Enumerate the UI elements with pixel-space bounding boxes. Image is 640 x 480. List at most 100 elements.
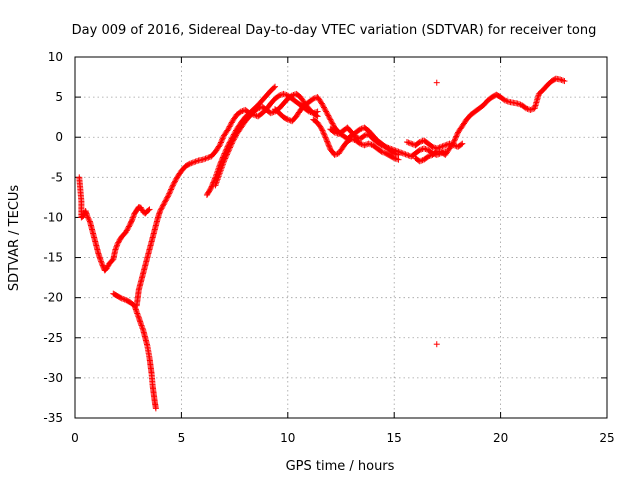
data-point — [440, 142, 447, 149]
y-tick-label: 0 — [55, 130, 63, 144]
data-point — [324, 138, 331, 145]
data-point — [443, 141, 450, 148]
data-point — [314, 113, 321, 120]
data-point — [114, 242, 121, 249]
y-tick-label: 5 — [55, 90, 63, 104]
data-point — [120, 296, 127, 303]
x-tick-label: 25 — [599, 431, 614, 445]
data-point — [201, 156, 208, 163]
data-point — [401, 150, 408, 157]
data-point — [157, 208, 164, 215]
data-point — [208, 183, 215, 190]
data-point — [523, 105, 530, 112]
data-point — [399, 150, 406, 157]
data-point — [394, 156, 401, 163]
data-point — [348, 135, 355, 142]
data-point — [85, 215, 92, 222]
data-point — [135, 313, 142, 320]
data-point — [320, 103, 327, 110]
data-point — [326, 143, 333, 150]
data-point — [168, 185, 175, 192]
data-point — [133, 309, 140, 316]
data-point — [98, 258, 105, 265]
data-point — [97, 256, 104, 263]
x-tick-labels: 0 5 10 15 20 25 — [71, 431, 614, 445]
data-point — [504, 98, 511, 105]
data-point — [557, 76, 564, 83]
data-point — [126, 222, 133, 229]
data-point — [130, 213, 137, 220]
data-point — [145, 207, 152, 214]
data-point — [357, 126, 364, 133]
data-point — [561, 78, 568, 85]
data-point — [222, 154, 229, 161]
data-point — [166, 189, 173, 196]
data-point — [501, 97, 508, 104]
data-point — [171, 179, 178, 186]
data-point — [225, 126, 232, 133]
data-point — [230, 137, 237, 144]
data-point — [362, 141, 369, 148]
data-point — [503, 97, 510, 104]
data-point — [217, 140, 224, 147]
data-point — [331, 151, 338, 158]
data-point — [322, 134, 329, 141]
data-point — [433, 79, 440, 86]
data-point — [433, 341, 440, 348]
data-point — [164, 194, 171, 201]
data-point — [166, 190, 173, 197]
data-point — [225, 124, 232, 131]
data-point — [402, 151, 409, 158]
data-point — [321, 133, 328, 140]
data-point — [310, 95, 317, 102]
data-point — [170, 181, 177, 188]
data-point — [199, 156, 206, 163]
data-point — [192, 158, 199, 165]
data-point — [280, 90, 287, 97]
data-point — [225, 147, 232, 154]
data-point — [123, 228, 130, 235]
data-point — [128, 217, 135, 224]
data-point — [325, 112, 332, 119]
data-point — [228, 141, 235, 148]
data-point — [191, 159, 198, 166]
data-point — [162, 197, 169, 204]
data-point — [352, 134, 359, 141]
data-point — [220, 133, 227, 140]
data-point — [152, 405, 159, 412]
data-point — [228, 140, 235, 147]
data-point — [379, 149, 386, 156]
data-point — [430, 144, 437, 151]
data-point — [391, 147, 398, 154]
x-tick-label: 0 — [71, 431, 79, 445]
data-point — [452, 134, 459, 141]
data-point — [157, 206, 164, 213]
data-point — [450, 139, 457, 146]
data-point — [224, 151, 230, 158]
data-point — [112, 246, 119, 253]
data-point — [558, 76, 565, 83]
data-point — [320, 130, 327, 137]
data-point — [218, 138, 225, 145]
data-point — [161, 200, 168, 207]
data-point — [139, 325, 146, 332]
data-point — [325, 141, 332, 148]
data-point — [215, 143, 222, 150]
data-point — [439, 143, 446, 150]
y-tick-label: -15 — [43, 251, 63, 265]
data-point — [188, 160, 195, 167]
data-point — [391, 155, 398, 162]
data-point — [528, 106, 535, 113]
data-point — [454, 130, 461, 137]
data-point — [112, 245, 119, 252]
data-point — [134, 310, 141, 317]
data-point — [162, 198, 169, 205]
data-point — [277, 91, 284, 98]
data-point — [328, 117, 335, 124]
data-point — [313, 112, 320, 119]
data-point — [403, 151, 410, 158]
data-point — [169, 182, 176, 189]
data-point — [327, 116, 334, 123]
data-point — [284, 116, 291, 123]
data-point — [202, 155, 209, 162]
